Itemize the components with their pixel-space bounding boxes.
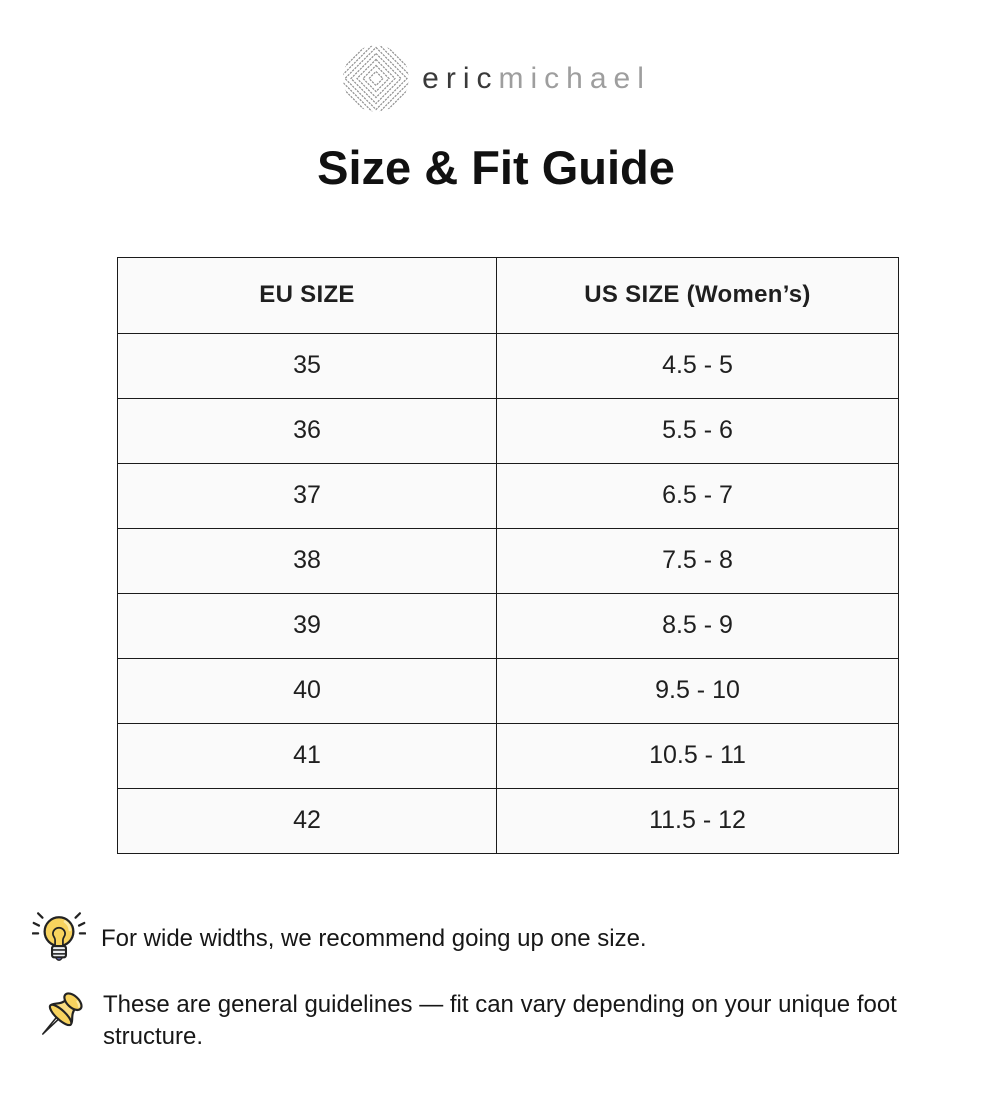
table-row: 41 10.5 - 11 bbox=[117, 722, 899, 789]
eu-size-cell: 40 bbox=[117, 657, 497, 724]
us-size-cell: 7.5 - 8 bbox=[496, 527, 899, 594]
note-text: These are general guidelines — fit can v… bbox=[103, 990, 897, 1050]
eu-size-cell: 35 bbox=[117, 332, 497, 399]
us-size-cell: 4.5 - 5 bbox=[496, 332, 899, 399]
page-title: Size & Fit Guide bbox=[317, 141, 675, 194]
eu-size-cell: 37 bbox=[117, 462, 497, 529]
notes-section: For wide widths, we recommend going up o… bbox=[32, 908, 992, 1054]
eu-size-cell: 41 bbox=[117, 722, 497, 789]
us-size-cell: 5.5 - 6 bbox=[496, 397, 899, 464]
table-row: 40 9.5 - 10 bbox=[117, 657, 899, 724]
brand-logo: ericmichael bbox=[0, 0, 992, 112]
lightbulb-icon bbox=[32, 908, 86, 971]
us-size-cell: 9.5 - 10 bbox=[496, 657, 899, 724]
us-size-cell: 11.5 - 12 bbox=[496, 787, 899, 854]
table-row: 39 8.5 - 9 bbox=[117, 592, 899, 659]
table-row: 42 11.5 - 12 bbox=[117, 787, 899, 854]
table-row: 35 4.5 - 5 bbox=[117, 332, 899, 399]
size-table: EU SIZE US SIZE (Women’s) 35 4.5 - 5 36 … bbox=[117, 256, 899, 854]
eu-size-cell: 36 bbox=[117, 397, 497, 464]
table-row: 37 6.5 - 7 bbox=[117, 462, 899, 529]
note-guidelines: These are general guidelines — fit can v… bbox=[32, 988, 992, 1054]
brand-name-michael: michael bbox=[498, 61, 651, 95]
table-row: 38 7.5 - 8 bbox=[117, 527, 899, 594]
pushpin-icon bbox=[32, 988, 88, 1054]
diamond-hatch-logo-icon bbox=[341, 45, 411, 112]
note-wide-widths: For wide widths, we recommend going up o… bbox=[32, 908, 992, 971]
table-row: 36 5.5 - 6 bbox=[117, 397, 899, 464]
brand-wordmark: ericmichael bbox=[422, 61, 651, 95]
header-eu-size: EU SIZE bbox=[117, 256, 497, 334]
us-size-cell: 6.5 - 7 bbox=[496, 462, 899, 529]
eu-size-cell: 42 bbox=[117, 787, 497, 854]
eu-size-cell: 39 bbox=[117, 592, 497, 659]
us-size-cell: 10.5 - 11 bbox=[496, 722, 899, 789]
brand-name-eric: eric bbox=[422, 61, 499, 95]
us-size-cell: 8.5 - 9 bbox=[496, 592, 899, 659]
note-text: For wide widths, we recommend going up o… bbox=[101, 925, 647, 953]
eu-size-cell: 38 bbox=[117, 527, 497, 594]
header-us-size: US SIZE (Women’s) bbox=[496, 256, 899, 334]
table-header-row: EU SIZE US SIZE (Women’s) bbox=[117, 256, 899, 334]
